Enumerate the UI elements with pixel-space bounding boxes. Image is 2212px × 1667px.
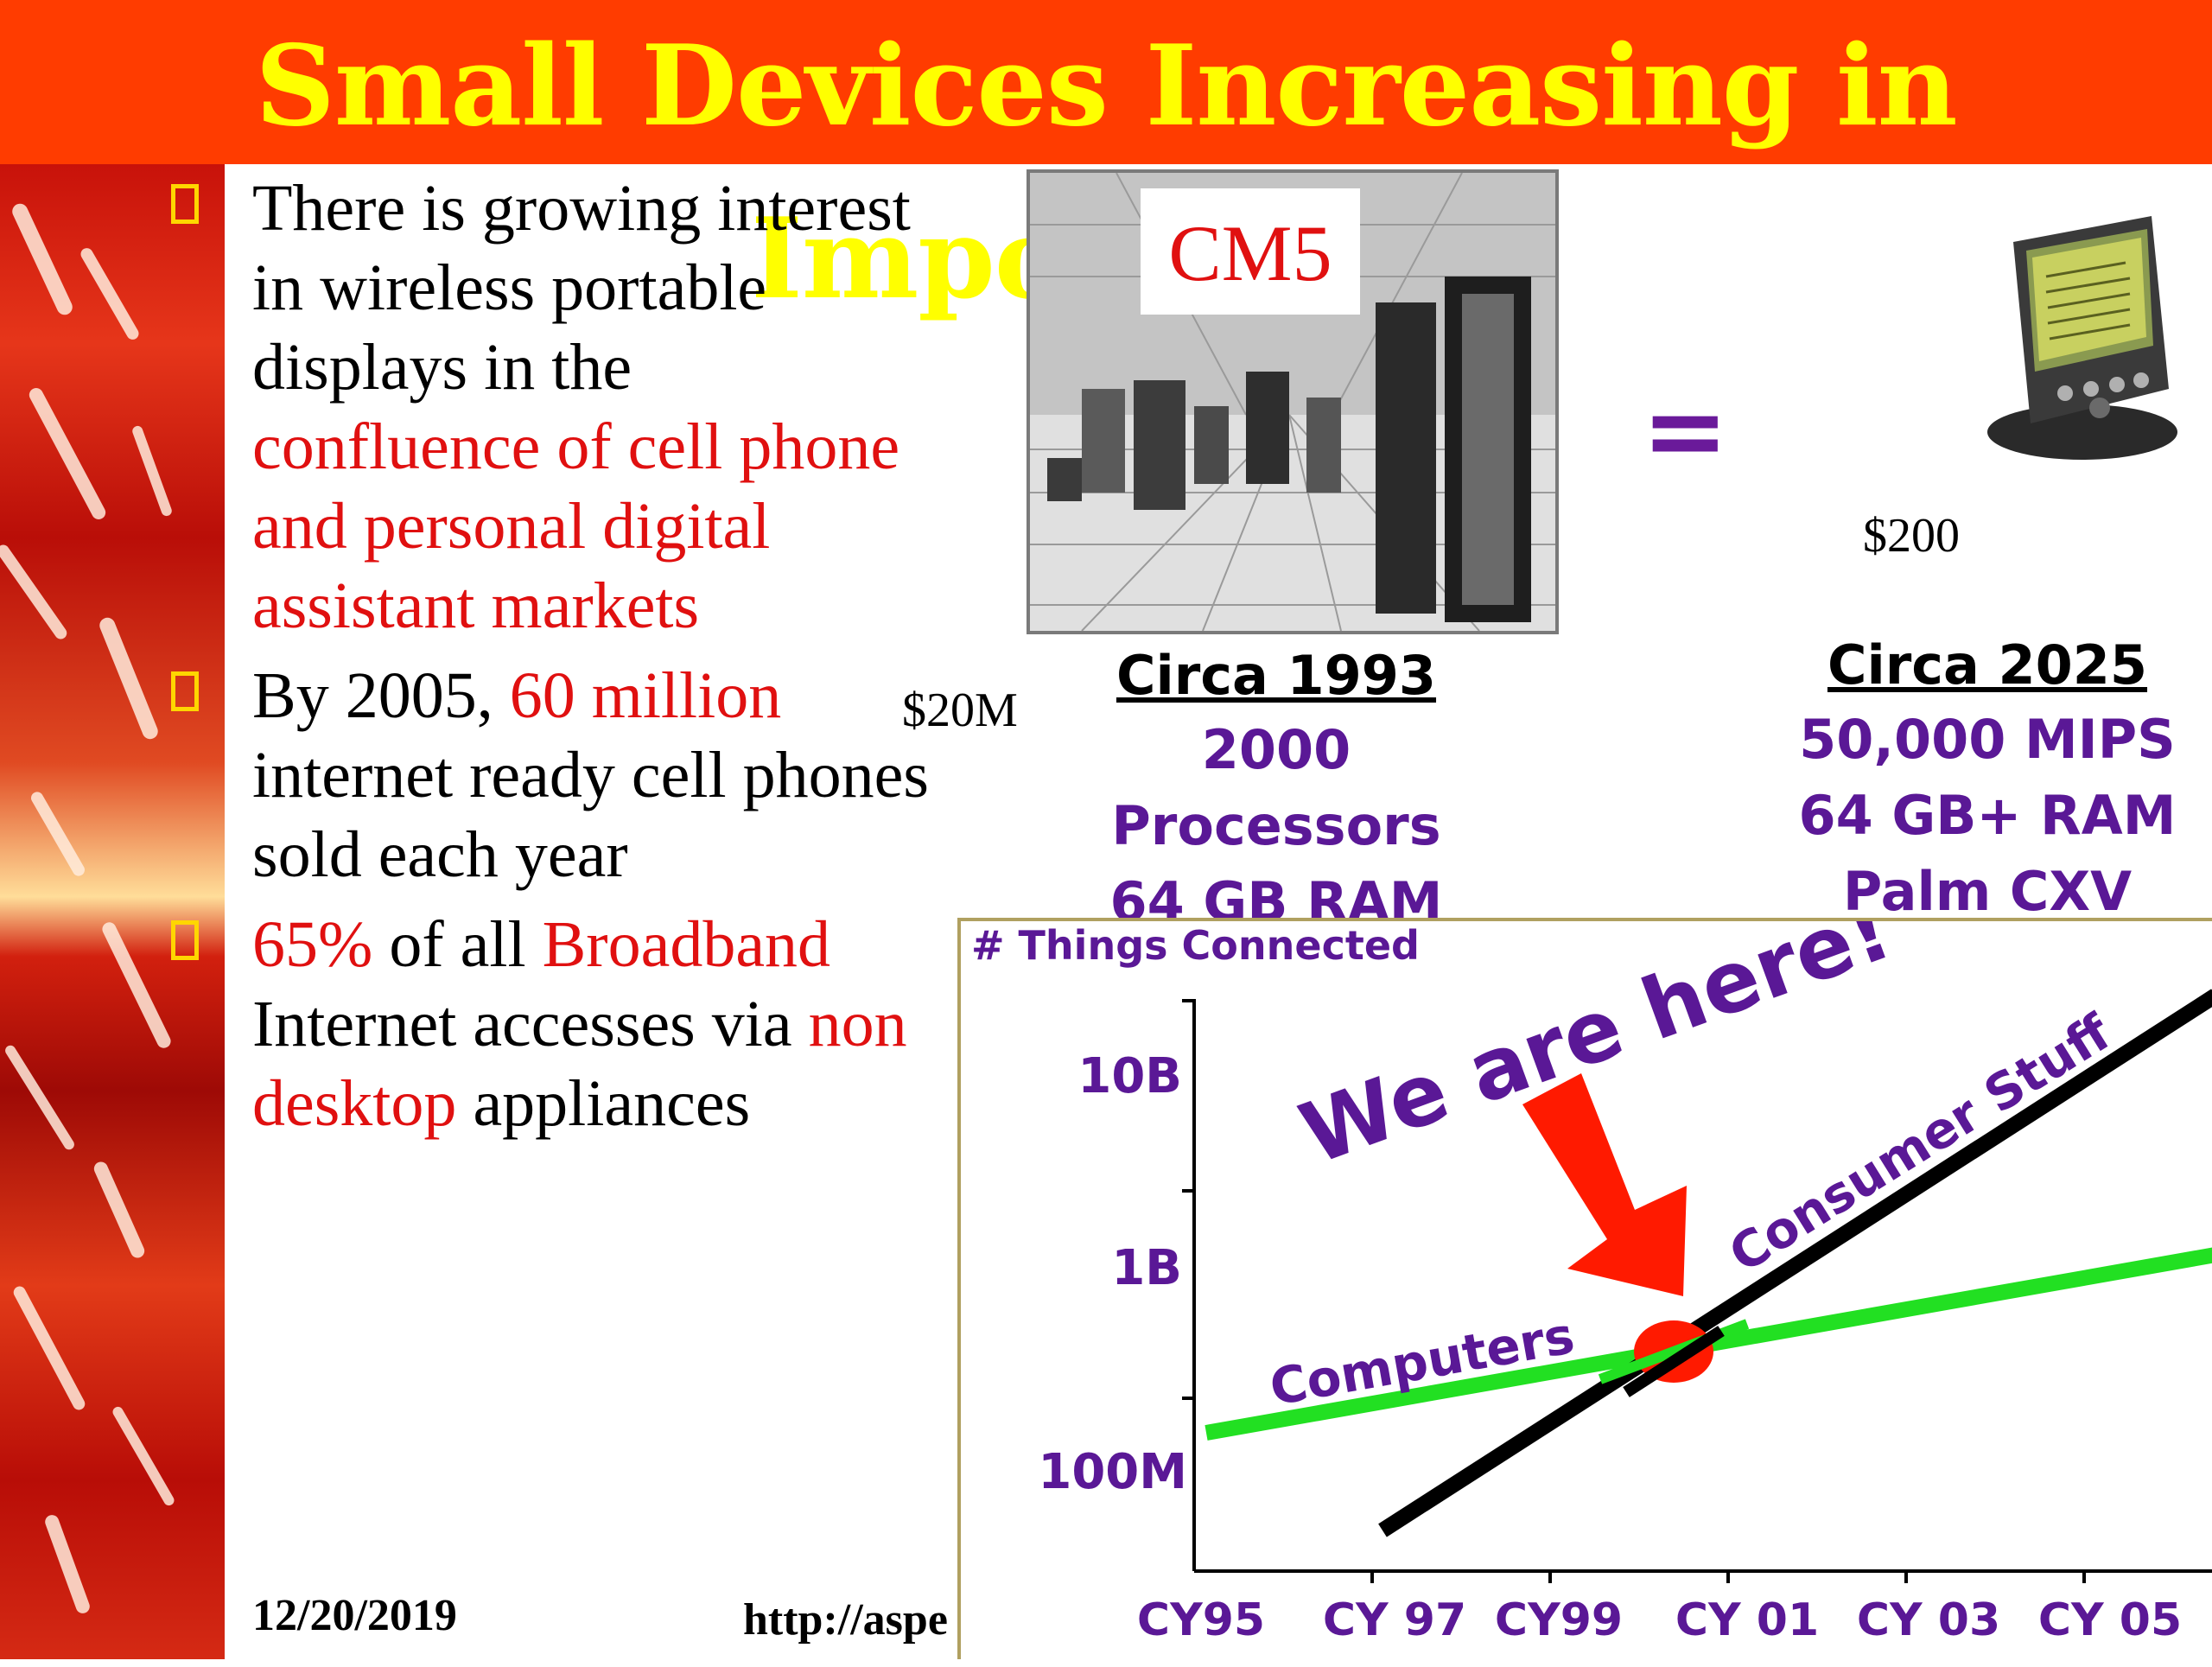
cm5-label: CM5 bbox=[1168, 209, 1332, 297]
footer-url[interactable]: http://aspe bbox=[743, 1595, 948, 1645]
circa-2025-mips: 50,000 MIPS bbox=[1799, 708, 2176, 771]
new-price: $200 bbox=[1863, 509, 1960, 563]
decorative-streak-band bbox=[0, 164, 225, 1659]
bullet-item: 65% of all Broadband Internet accesses v… bbox=[156, 905, 933, 1143]
circa-2025-ram: 64 GB+ RAM bbox=[1798, 784, 2177, 847]
cm5-label-box bbox=[1141, 188, 1360, 315]
consumer-stuff-series-label: Consumer Stuff bbox=[1719, 1002, 2121, 1284]
old-price: $20M bbox=[902, 684, 1018, 737]
bullet-box-icon bbox=[171, 184, 199, 224]
pda-device-image bbox=[1987, 216, 2177, 460]
slide-title: Small Devices Increasing in Importance bbox=[255, 22, 1957, 324]
circa-2025-heading: Circa 2025 bbox=[1827, 633, 2148, 697]
bullet-list: There is growing interest in wireless po… bbox=[156, 169, 933, 1154]
circa-2025-model: Palm CXV bbox=[1842, 860, 2133, 923]
bullet-text: By 2005, 60 million internet ready cell … bbox=[252, 659, 929, 891]
y-tick-label: 1B bbox=[1111, 1240, 1182, 1296]
bullet-item: There is growing interest in wireless po… bbox=[156, 169, 933, 646]
y-tick-label: 10B bbox=[1077, 1048, 1182, 1104]
things-connected-graph: # Things Connected 10B 1B 100M CY95 CY 9… bbox=[957, 881, 2212, 1659]
bullet-text: 65% of all Broadband Internet accesses v… bbox=[252, 908, 907, 1140]
circa-1993-block: Circa 1993 2000 Processors 64 GB RAM bbox=[1047, 639, 1505, 940]
y-tick-label: 100M bbox=[1038, 1444, 1187, 1500]
x-tick-label: CY99 bbox=[1495, 1594, 1623, 1646]
consumer-series-overlay bbox=[1623, 1326, 1725, 1397]
consumer-stuff-series-line bbox=[1378, 989, 2212, 1537]
circa-2025-block: Circa 2025 50,000 MIPS 64 GB+ RAM Palm C… bbox=[1763, 629, 2212, 930]
server-room-illustration bbox=[1030, 172, 1555, 632]
x-tick-label: CY 01 bbox=[1675, 1594, 1819, 1646]
bullet-box-icon bbox=[171, 671, 199, 711]
footer-date: 12/20/2019 bbox=[252, 1591, 457, 1640]
cm5-supercomputer-image bbox=[1027, 169, 1559, 634]
graph-canvas: # Things Connected 10B 1B 100M CY95 CY 9… bbox=[971, 881, 2212, 1646]
circa-1993-heading: Circa 1993 bbox=[1116, 644, 1437, 707]
graph-y-label: # Things Connected bbox=[971, 922, 1420, 969]
arrow-icon bbox=[1522, 1073, 1687, 1296]
bullet-item: By 2005, 60 million internet ready cell … bbox=[156, 656, 933, 894]
x-tick-label: CY 97 bbox=[1323, 1594, 1466, 1646]
circa-1993-processors: 2000 Processors bbox=[1111, 718, 1441, 857]
x-tick-label: CY 03 bbox=[1857, 1594, 2000, 1646]
title-bar bbox=[0, 0, 2212, 164]
bullet-box-icon bbox=[171, 920, 199, 960]
x-tick-label: CY 05 bbox=[2038, 1594, 2182, 1646]
equals-sign: = bbox=[1642, 372, 1729, 492]
bullet-text: There is growing interest in wireless po… bbox=[252, 172, 911, 642]
x-tick-label: CY95 bbox=[1137, 1594, 1265, 1646]
